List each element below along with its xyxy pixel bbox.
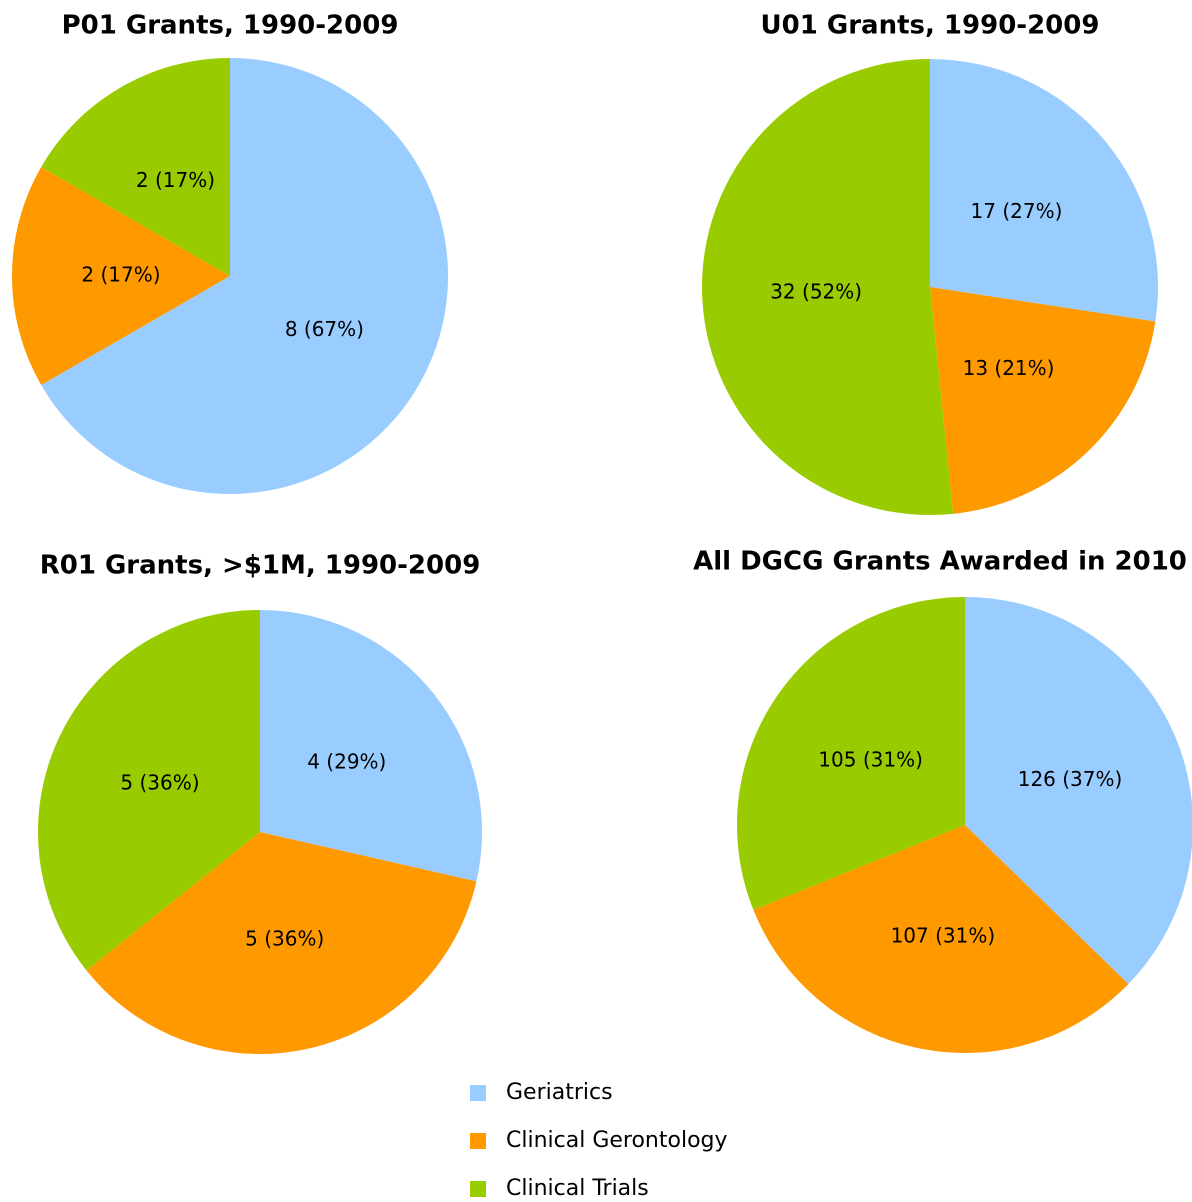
data-label: 105 (31%): [818, 748, 923, 772]
data-label: 5 (36%): [245, 927, 324, 951]
pie-slice: [41, 58, 230, 276]
legend-label: Geriatrics: [506, 1080, 613, 1105]
legend-swatch: [470, 1085, 486, 1101]
legend-swatch: [470, 1133, 486, 1149]
legend-label: Clinical Trials: [506, 1176, 649, 1201]
data-label: 32 (52%): [770, 279, 862, 303]
data-label: 2 (17%): [136, 168, 215, 192]
data-label: 17 (27%): [971, 199, 1063, 223]
data-label: 2 (17%): [81, 263, 160, 287]
chart-title: U01 Grants, 1990-2009: [761, 11, 1100, 41]
chart-title: R01 Grants, >$1M, 1990-2009: [40, 551, 481, 581]
pie-slice: [930, 59, 1158, 322]
pie-slice: [260, 610, 482, 882]
pie-slice: [930, 287, 1156, 514]
data-label: 4 (29%): [307, 749, 386, 773]
data-label: 5 (36%): [120, 770, 199, 794]
pie-slice: [86, 832, 477, 1055]
data-label: 126 (37%): [1018, 767, 1123, 791]
pie-slice: [965, 597, 1192, 984]
chart-title: P01 Grants, 1990-2009: [62, 11, 399, 41]
data-label: 107 (31%): [891, 923, 996, 947]
pie-slice: [753, 825, 1129, 1053]
legend-swatch: [470, 1181, 486, 1197]
data-label: 8 (67%): [285, 317, 364, 341]
pie-slice: [701, 59, 954, 515]
pie-slice: [736, 597, 965, 910]
legend-label: Clinical Gerontology: [506, 1128, 728, 1153]
chart-title: All DGCG Grants Awarded in 2010: [693, 547, 1187, 577]
pie-slice: [41, 58, 449, 494]
pie-slice: [11, 167, 230, 385]
pie-slice: [38, 610, 261, 971]
data-label: 13 (21%): [963, 356, 1055, 380]
